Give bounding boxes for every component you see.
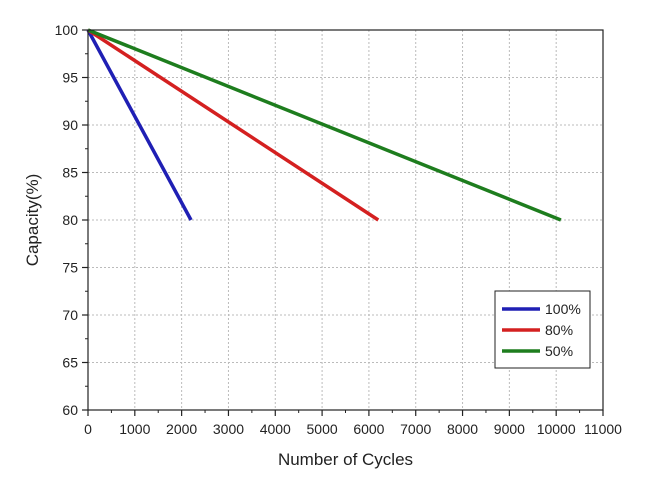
x-tick-label: 9000 bbox=[494, 421, 525, 437]
x-tick-label: 2000 bbox=[166, 421, 197, 437]
series-line-100pct bbox=[86, 29, 193, 221]
x-tick-label: 8000 bbox=[447, 421, 478, 437]
x-tick-label: 11000 bbox=[584, 421, 622, 437]
y-axis-title: Capacity(%) bbox=[23, 174, 42, 267]
y-tick-label: 65 bbox=[62, 355, 78, 371]
y-tick-label: 85 bbox=[62, 165, 78, 181]
x-tick-label: 7000 bbox=[400, 421, 431, 437]
legend-label: 50% bbox=[545, 343, 573, 359]
x-tick-label: 1000 bbox=[119, 421, 150, 437]
x-tick-label: 10000 bbox=[537, 421, 576, 437]
legend-label: 100% bbox=[545, 301, 581, 317]
x-tick-label: 3000 bbox=[213, 421, 244, 437]
y-tick-label: 100 bbox=[55, 22, 79, 38]
y-tick-label: 95 bbox=[62, 70, 78, 86]
series-line-50pct bbox=[87, 28, 562, 222]
x-tick-label: 0 bbox=[84, 421, 92, 437]
x-axis-title: Number of Cycles bbox=[278, 450, 413, 469]
x-tick-label: 5000 bbox=[307, 421, 338, 437]
axes: 0 1000 2000 3000 4000 5000 6000 7000 8000 9000 100… bbox=[55, 22, 623, 437]
x-tick-label: 4000 bbox=[260, 421, 291, 437]
legend: 100% 80% 50% bbox=[494, 290, 591, 369]
y-tick-label: 70 bbox=[62, 307, 78, 323]
y-tick-label: 90 bbox=[62, 117, 78, 133]
series-lines bbox=[86, 28, 562, 222]
y-tick-label: 60 bbox=[62, 402, 78, 418]
series-line-80pct bbox=[87, 28, 380, 222]
x-tick-label: 6000 bbox=[353, 421, 384, 437]
grid-lines bbox=[88, 30, 603, 410]
legend-label: 80% bbox=[545, 322, 573, 338]
y-tick-label: 80 bbox=[62, 212, 78, 228]
y-tick-label: 75 bbox=[62, 260, 78, 276]
